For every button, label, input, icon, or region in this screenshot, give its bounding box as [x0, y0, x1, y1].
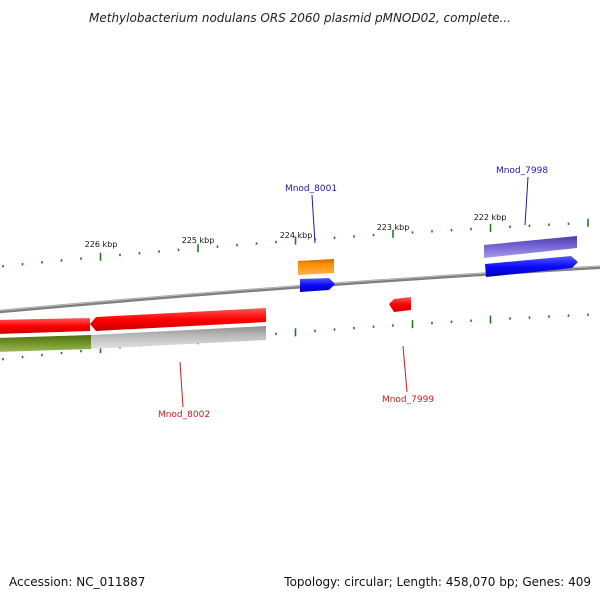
outer-tick-ring	[2, 218, 589, 268]
connector-mnod-7998	[524, 176, 529, 226]
feature-purple-mnod-7998[interactable]	[484, 236, 577, 258]
accession-text: Accession: NC_011887	[9, 575, 145, 589]
cds-forward-mnod-7998[interactable]	[485, 256, 578, 277]
scale-label-222kbp: 222 kbp	[474, 213, 507, 222]
connector-mnod-8002	[179, 361, 184, 408]
map-title: Methylobacterium nodulans ORS 2060 plasm…	[89, 11, 511, 25]
connector-mnod-7999	[402, 345, 408, 393]
cds-reverse-left[interactable]	[0, 318, 90, 334]
gene-label-mnod-8001[interactable]: Mnod_8001	[285, 184, 337, 194]
topology-summary-text: Topology: circular; Length: 458,070 bp; …	[283, 575, 591, 589]
cds-forward-mnod-8001[interactable]	[300, 278, 335, 292]
feature-orange-mnod-8001[interactable]	[298, 259, 334, 275]
connector-mnod-8001	[311, 194, 316, 244]
scale-label-225kbp: 225 kbp	[182, 236, 215, 245]
feature-grey[interactable]	[91, 326, 266, 349]
gene-label-mnod-7999[interactable]: Mnod_7999	[382, 395, 434, 405]
cds-reverse-mnod-8002[interactable]	[90, 308, 266, 331]
gene-label-mnod-7998[interactable]: Mnod_7998	[496, 166, 548, 176]
gene-label-mnod-8002[interactable]: Mnod_8002	[158, 410, 210, 420]
feature-green[interactable]	[0, 335, 91, 352]
cds-reverse-mnod-7999[interactable]	[389, 297, 411, 312]
scale-label-223kbp: 223 kbp	[377, 223, 410, 232]
scale-label-224kbp: 224 kbp	[280, 231, 313, 240]
scale-label-226kbp: 226 kbp	[85, 240, 118, 249]
